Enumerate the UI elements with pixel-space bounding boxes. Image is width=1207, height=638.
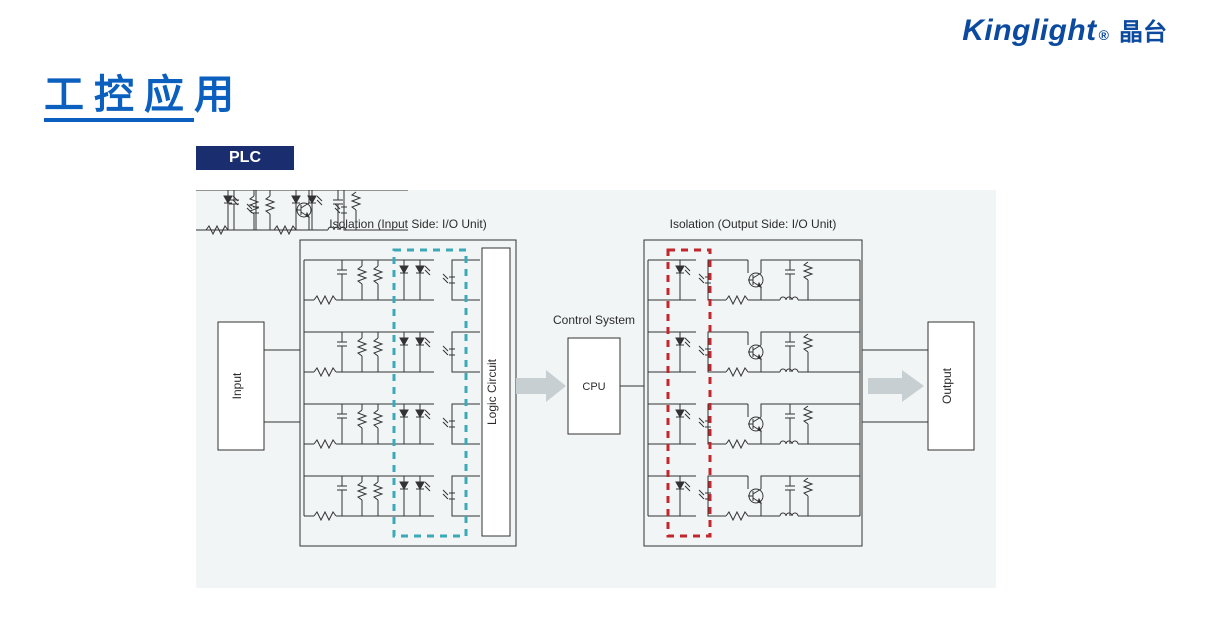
input-isolation-label: Isolation (Input Side: I/O Unit) bbox=[329, 217, 486, 231]
logic-block-label: Logic Circuit bbox=[485, 358, 499, 425]
highlight-teal-box bbox=[394, 250, 466, 536]
output-block-label: Output bbox=[940, 367, 954, 404]
brand-reg: ® bbox=[1099, 27, 1109, 43]
brand-cn: 晶台 bbox=[1119, 12, 1167, 47]
brand-logo: Kinglight ® 晶台 bbox=[962, 12, 1167, 48]
page-title: 工控应用 bbox=[44, 62, 244, 120]
arrow-iso-to-output bbox=[868, 370, 924, 402]
diagram-panel: Isolation (Input Side: I/O Unit) Isolati… bbox=[196, 190, 996, 588]
input-channel-4 bbox=[304, 476, 480, 520]
output-channel-2 bbox=[648, 332, 860, 376]
title-underline bbox=[44, 118, 194, 122]
highlight-red-box bbox=[668, 250, 710, 536]
input-block-label: Input bbox=[230, 372, 244, 399]
output-channel-1 bbox=[648, 260, 860, 304]
section-tag: PLC bbox=[196, 146, 294, 170]
input-channel-3 bbox=[304, 404, 480, 448]
cpu-block-label: CPU bbox=[582, 381, 605, 393]
output-channel-3 bbox=[648, 404, 860, 448]
brand-name: Kinglight bbox=[962, 14, 1096, 48]
arrow-logic-to-cpu bbox=[516, 370, 566, 402]
output-isolation-label: Isolation (Output Side: I/O Unit) bbox=[670, 217, 837, 231]
input-channel-2 bbox=[304, 332, 480, 376]
output-channel-4 bbox=[648, 476, 860, 520]
control-system-label: Control System bbox=[553, 313, 635, 327]
plc-block-diagram: Isolation (Input Side: I/O Unit) Isolati… bbox=[196, 190, 996, 588]
input-channel-1 bbox=[304, 260, 480, 304]
